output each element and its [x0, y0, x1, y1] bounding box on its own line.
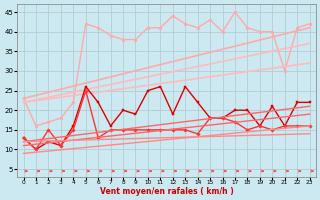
X-axis label: Vent moyen/en rafales ( km/h ): Vent moyen/en rafales ( km/h ) [100, 187, 234, 196]
